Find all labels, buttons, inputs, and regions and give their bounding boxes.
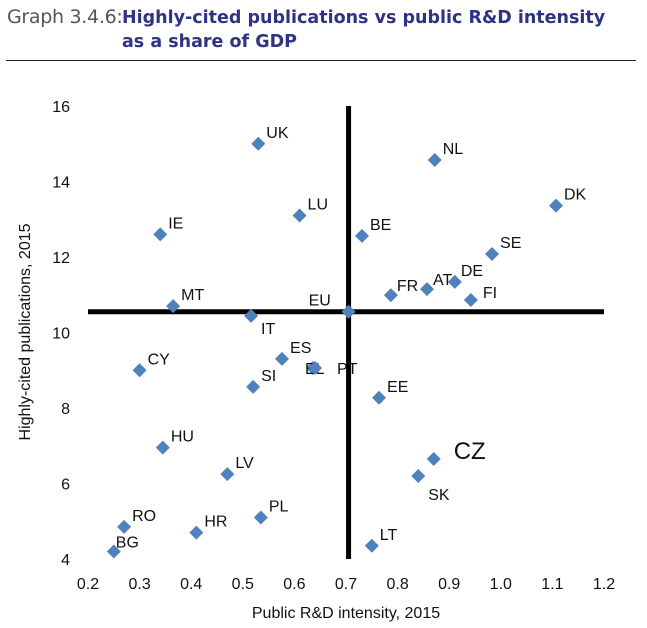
point-label: DE — [461, 263, 483, 280]
y-tick-label: 16 — [52, 99, 70, 116]
point-label: LT — [380, 527, 398, 544]
x-tick-label: 1.0 — [490, 576, 512, 593]
point-label: SK — [428, 487, 450, 504]
data-point-ro — [117, 519, 132, 534]
chart-title: Highly-cited publications vs public R&D … — [122, 8, 606, 52]
data-point-eu — [341, 304, 356, 319]
data-point-lv — [220, 467, 235, 482]
data-point-ie — [153, 227, 168, 242]
x-tick-label: 0.8 — [386, 576, 408, 593]
data-point-uk — [251, 136, 266, 151]
point-label: UK — [266, 125, 289, 142]
point-label: BE — [370, 217, 391, 234]
point-label: NL — [443, 141, 464, 158]
data-point-cz — [426, 451, 441, 466]
data-point-dk — [549, 198, 564, 213]
data-point-lt — [364, 538, 379, 553]
chart-header: Graph 3.4.6: Highly-cited publications v… — [0, 0, 647, 62]
x-axis-label: Public R&D intensity, 2015 — [252, 605, 440, 622]
data-point-se — [485, 246, 500, 261]
point-label: EE — [387, 379, 408, 396]
point-label: DK — [564, 187, 587, 204]
x-tick-label: 1.1 — [541, 576, 563, 593]
data-point-si — [246, 379, 261, 394]
point-label: PT — [337, 361, 358, 378]
data-point-ee — [372, 390, 387, 405]
y-tick-label: 4 — [61, 552, 70, 569]
point-label: AT — [433, 272, 452, 289]
point-label: ES — [290, 340, 311, 357]
x-tick-label: 0.2 — [77, 576, 99, 593]
data-point-at — [420, 282, 435, 297]
point-label: HU — [171, 429, 194, 446]
data-point-pt — [308, 360, 323, 375]
data-point-it — [244, 308, 259, 323]
y-tick-label: 10 — [52, 326, 70, 343]
data-point-hu — [155, 440, 170, 455]
x-tick-label: 0.9 — [438, 576, 460, 593]
x-tick-label: 0.6 — [283, 576, 305, 593]
header-divider — [6, 60, 636, 61]
y-axis-label: Highly-cited publications, 2015 — [17, 223, 34, 440]
y-tick-label: 6 — [61, 477, 70, 494]
x-tick-label: 0.5 — [232, 576, 254, 593]
point-label: PL — [269, 498, 289, 515]
x-tick-label: 0.4 — [180, 576, 202, 593]
data-point-fi — [463, 293, 478, 308]
y-tick-label: 8 — [61, 401, 70, 418]
point-label: LU — [308, 196, 328, 213]
point-label: BG — [116, 534, 139, 551]
point-label: SI — [261, 368, 276, 385]
x-tick-label: 1.2 — [593, 576, 615, 593]
data-point-fr — [383, 288, 398, 303]
y-tick-label: 14 — [52, 175, 70, 192]
point-label: HR — [204, 514, 227, 531]
point-label: FR — [397, 278, 418, 295]
graph-number: Graph 3.4.6: — [7, 6, 123, 28]
point-label: SE — [500, 235, 521, 252]
data-point-es — [275, 351, 290, 366]
point-label: RO — [132, 508, 156, 525]
point-label: IT — [261, 321, 275, 338]
data-point-lu — [292, 208, 307, 223]
data-point-mt — [166, 299, 181, 314]
data-point-sk — [411, 468, 426, 483]
data-point-cy — [132, 363, 147, 378]
data-point-de — [447, 274, 462, 289]
data-point-hr — [189, 525, 204, 540]
point-label: FI — [483, 285, 497, 302]
x-tick-label: 0.7 — [335, 576, 357, 593]
point-label: MT — [181, 287, 204, 304]
data-point-nl — [427, 152, 442, 167]
data-point-bg — [106, 544, 121, 559]
point-label: EU — [309, 293, 331, 310]
point-label: CZ — [454, 438, 486, 465]
point-label: IE — [168, 215, 183, 232]
data-point-be — [354, 228, 369, 243]
point-label: CY — [148, 351, 171, 368]
data-point-pl — [253, 510, 268, 525]
y-tick-label: 12 — [52, 250, 70, 267]
x-tick-label: 0.3 — [128, 576, 150, 593]
point-label: LV — [235, 455, 254, 472]
